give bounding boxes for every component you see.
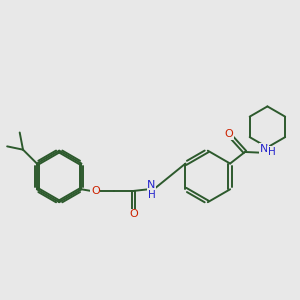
Text: O: O <box>225 129 233 139</box>
Text: O: O <box>91 186 100 196</box>
Text: H: H <box>268 147 275 157</box>
Text: H: H <box>148 190 155 200</box>
Text: O: O <box>129 209 138 219</box>
Text: N: N <box>260 144 268 154</box>
Text: N: N <box>147 180 156 190</box>
